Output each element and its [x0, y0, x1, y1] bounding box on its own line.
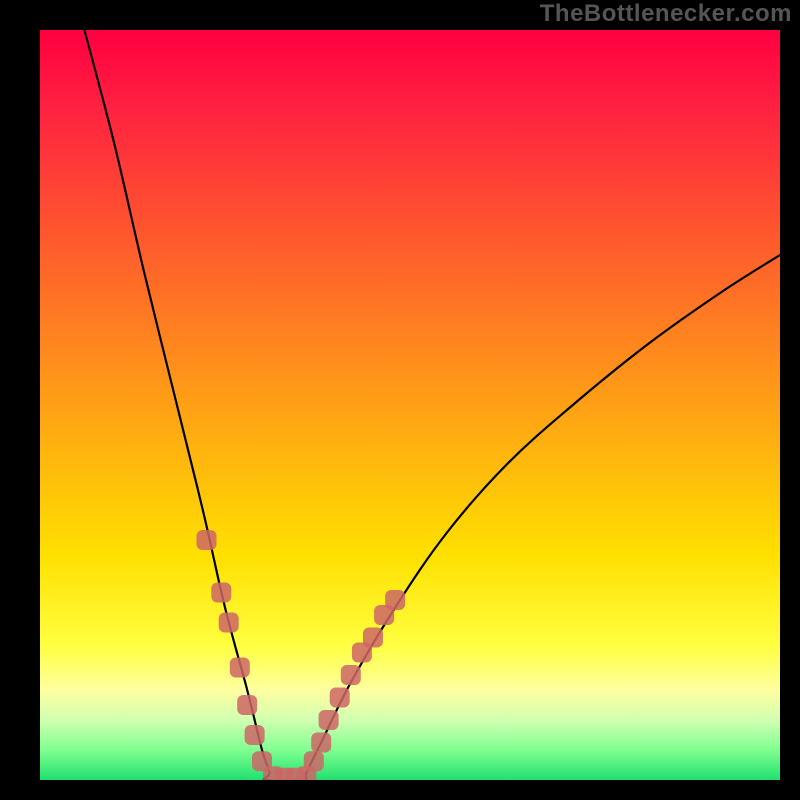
scatter-marker — [197, 530, 217, 550]
scatter-marker — [385, 590, 405, 610]
scatter-markers-group — [197, 530, 406, 780]
scatter-marker — [330, 688, 350, 708]
scatter-marker — [245, 725, 265, 745]
scatter-marker — [219, 613, 239, 633]
scatter-marker — [363, 628, 383, 648]
scatter-marker — [237, 695, 257, 715]
scatter-marker — [319, 710, 339, 730]
watermark-text: TheBottlenecker.com — [540, 0, 792, 28]
scatter-marker — [230, 658, 250, 678]
scatter-marker — [211, 583, 231, 603]
bottleneck-curve — [84, 30, 780, 780]
chart-svg — [40, 30, 780, 780]
scatter-marker — [304, 751, 324, 771]
chart-container: TheBottlenecker.com — [0, 0, 800, 800]
plot-area — [40, 30, 780, 780]
scatter-marker — [311, 733, 331, 753]
scatter-marker — [341, 665, 361, 685]
